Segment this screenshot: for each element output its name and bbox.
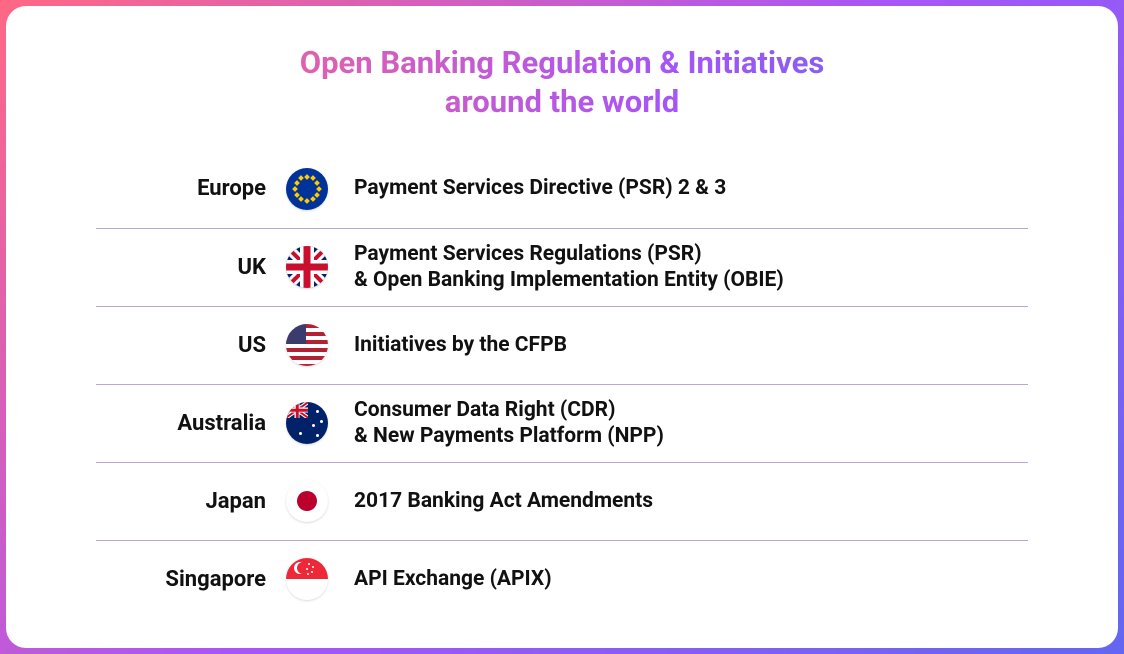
table-row: Singapore API Exchange (APIX) [96,540,1028,618]
table-row: UK Payment Services Regulations (PSR)& Op… [96,228,1028,306]
table-row: Europe Payment Services Directive (PSR) 2… [96,150,1028,228]
sg-flag-icon [286,558,328,600]
region-label: Australia [96,411,286,436]
regulation-description: API Exchange (APIX) [328,566,1028,592]
regulation-description: Consumer Data Right (CDR)& New Payments … [328,397,1028,450]
info-card: Open Banking Regulation & Initiatives ar… [6,6,1118,648]
region-label: Japan [96,489,286,514]
regulation-table: Europe Payment Services Directive (PSR) 2… [96,150,1028,618]
eu-flag-icon [286,168,328,210]
region-label: UK [96,255,286,280]
jp-flag-icon [286,480,328,522]
uk-flag-icon [286,246,328,288]
regulation-description: Initiatives by the CFPB [328,332,1028,358]
regulation-description: Payment Services Regulations (PSR)& Open… [328,241,1028,294]
regulation-description: 2017 Banking Act Amendments [328,488,1028,514]
table-row: US Initiatives by the CFPB [96,306,1028,384]
au-flag-icon [286,402,328,444]
regulation-description: Payment Services Directive (PSR) 2 & 3 [328,175,1028,201]
region-label: Europe [96,176,286,201]
region-label: Singapore [96,567,286,592]
title-line-2: around the world [445,83,679,120]
table-row: Japan 2017 Banking Act Amendments [96,462,1028,540]
page-title: Open Banking Regulation & Initiatives ar… [96,44,1028,122]
us-flag-icon [286,324,328,366]
region-label: US [96,333,286,358]
title-line-1: Open Banking Regulation & Initiatives [300,44,825,81]
table-row: Australia Consumer Data Right (CDR)& New … [96,384,1028,462]
